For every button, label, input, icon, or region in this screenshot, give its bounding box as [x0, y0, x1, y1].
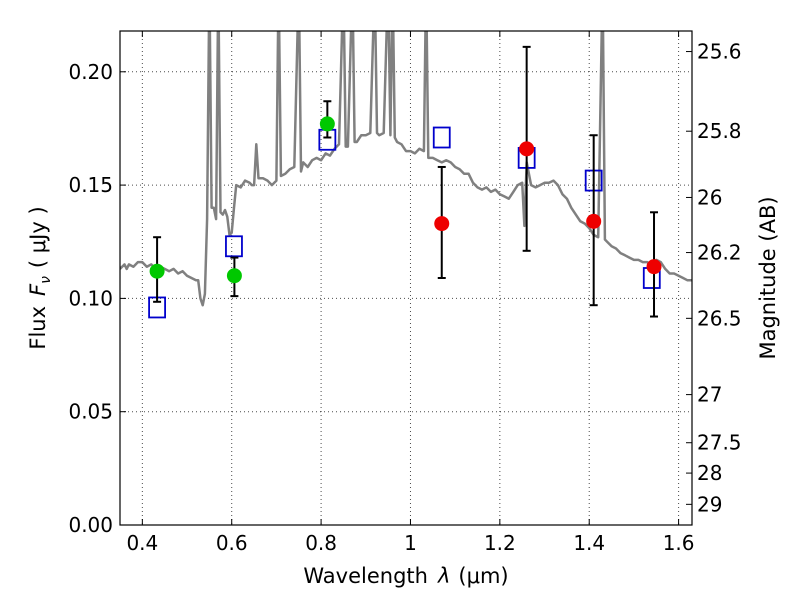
y-axis-label-symbol: F — [26, 283, 50, 296]
observed-flux-point — [586, 213, 602, 229]
y-tick-label: 0.15 — [68, 173, 113, 197]
magnitude-tick-label: 25.8 — [697, 119, 742, 143]
y-tick-label: 0.10 — [68, 286, 113, 310]
observed-flux-point — [519, 141, 535, 157]
magnitude-tick-label: 25.6 — [697, 40, 742, 64]
x-axis-label-text: Wavelength — [303, 564, 428, 588]
x-axis-label-unit: (μm) — [458, 564, 508, 588]
magnitude-tick-label: 26.2 — [697, 241, 742, 265]
observed-flux-point — [226, 268, 242, 284]
magnitude-tick-label: 27 — [697, 383, 722, 407]
y-axis-label-subscript: ν — [38, 276, 54, 284]
plot-area — [120, 31, 692, 319]
y-axis-label: Flux Fν ( μJy ) — [26, 206, 54, 349]
x-tick-label: 0.8 — [305, 531, 337, 555]
y-tick-label: 0.05 — [68, 400, 113, 424]
observed-flux-point — [149, 263, 165, 279]
plot-frame — [119, 30, 693, 526]
x-axis-label-symbol: λ — [437, 564, 450, 588]
magnitude-tick-label: 28 — [697, 461, 722, 485]
template-spectrum-line — [120, 31, 692, 307]
observed-flux-point — [434, 216, 450, 232]
magnitude-tick-label: 26.5 — [697, 306, 742, 330]
magnitude-tick-label: 26 — [697, 185, 722, 209]
y-tick-label: 0.20 — [68, 60, 113, 84]
y-tick-label: 0.00 — [68, 513, 113, 537]
x-tick-label: 1 — [404, 531, 417, 555]
axes: 0.4 0.6 0.8 1 1.2 1.4 1.6 0.00 0.05 0.10 0.15 0.20 2… — [68, 31, 742, 555]
x-tick-label: 1.6 — [663, 531, 695, 555]
model-photometry-square — [432, 126, 451, 149]
model-photometry-square — [225, 235, 243, 258]
x-tick-label: 1.2 — [484, 531, 516, 555]
magnitude-tick-label: 27.5 — [697, 431, 742, 455]
x-tick-label: 0.4 — [126, 531, 158, 555]
magnitude-axis-label: Magnitude (AB) — [756, 196, 780, 359]
x-tick-label: 1.4 — [573, 531, 605, 555]
observed-flux-point — [646, 259, 662, 275]
observed-flux-point — [319, 116, 335, 132]
magnitude-tick-label: 29 — [697, 492, 722, 516]
x-tick-label: 0.6 — [216, 531, 248, 555]
y-axis-label-unit: ( μJy ) — [26, 206, 50, 268]
y-axis-label-text: Flux — [26, 306, 50, 350]
x-axis-label: Wavelength λ (μm) — [303, 564, 508, 588]
